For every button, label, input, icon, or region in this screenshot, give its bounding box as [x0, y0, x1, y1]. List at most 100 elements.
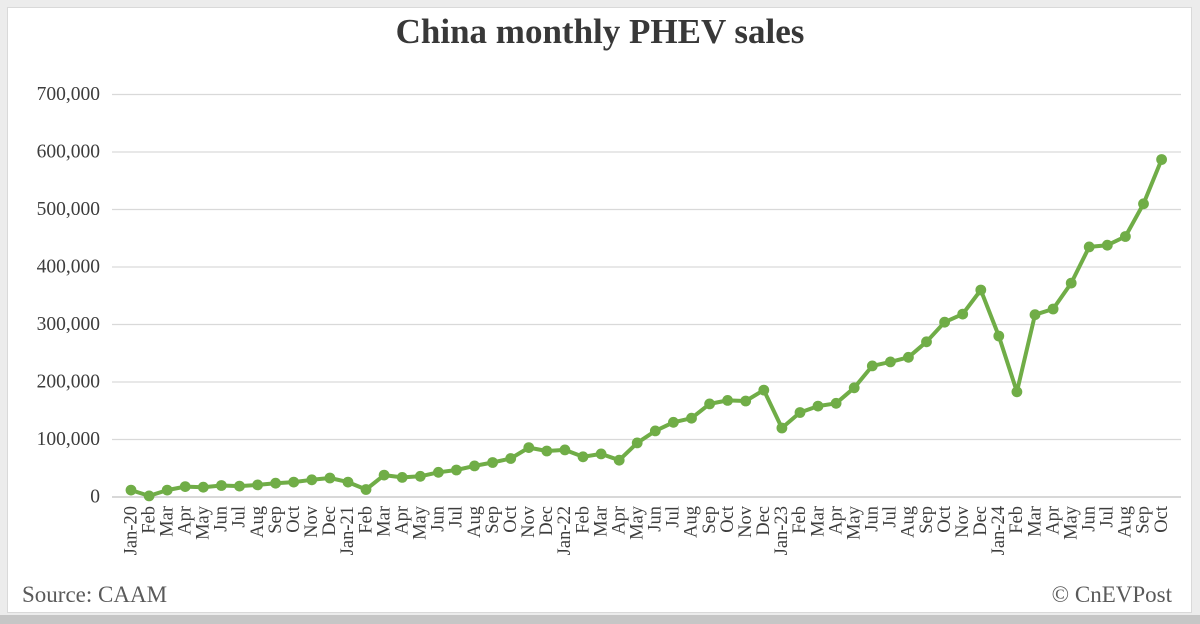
- x-tick-label: Oct: [935, 505, 955, 533]
- data-point: [704, 398, 715, 410]
- x-tick-label: Jun: [863, 506, 883, 532]
- x-tick-label: Nov: [953, 505, 973, 538]
- x-tick-label: Jul: [447, 506, 467, 528]
- data-point: [125, 484, 137, 496]
- data-point: [378, 469, 390, 481]
- x-tick-label: May: [194, 505, 214, 540]
- x-tick-label: Feb: [790, 506, 810, 534]
- x-tick-label: Dec: [320, 506, 340, 536]
- data-point: [487, 457, 498, 468]
- data-point: [396, 472, 408, 483]
- data-point: [469, 460, 480, 472]
- data-point: [975, 284, 987, 296]
- x-tick-label: Sep: [483, 506, 503, 534]
- x-tick-label: Aug: [465, 506, 485, 538]
- data-point: [252, 479, 263, 491]
- x-tick-label: Dec: [971, 506, 991, 536]
- data-point: [1101, 239, 1113, 251]
- x-tick-label: Jan-22: [555, 506, 575, 555]
- data-point: [613, 454, 625, 466]
- x-tick-label: Oct: [718, 505, 738, 533]
- y-tick-label: 400,000: [37, 256, 100, 277]
- data-point: [414, 470, 426, 482]
- data-point: [541, 445, 553, 457]
- x-tick-label: Mar: [374, 506, 394, 537]
- data-point: [722, 395, 733, 406]
- x-tick-label: Aug: [682, 506, 702, 538]
- x-tick-label: Jul: [1098, 506, 1118, 528]
- y-tick-label: 0: [90, 486, 100, 507]
- x-tick-label: Jun: [429, 506, 449, 532]
- data-point: [758, 384, 770, 396]
- y-tick-label: 600,000: [37, 141, 100, 162]
- x-tick-label: May: [411, 505, 431, 540]
- data-point: [1047, 303, 1059, 315]
- x-tick-label: Sep: [700, 506, 720, 534]
- data-point: [360, 484, 372, 495]
- x-tick-label: Jul: [230, 506, 250, 528]
- x-tick-label: Feb: [1007, 506, 1027, 534]
- data-point: [1083, 241, 1095, 253]
- x-tick-label: Jan-24: [989, 506, 1009, 555]
- x-tick-label: Jul: [664, 506, 684, 528]
- x-tick-label: Dec: [754, 506, 774, 536]
- data-point: [306, 474, 318, 486]
- data-point: [1065, 277, 1077, 289]
- x-tick-label: Sep: [917, 506, 937, 534]
- data-point: [812, 400, 824, 412]
- data-point: [885, 356, 896, 368]
- x-tick-label: Jun: [1079, 506, 1099, 532]
- chart-card: [7, 7, 1192, 613]
- data-point: [433, 466, 444, 478]
- y-tick-label: 300,000: [37, 314, 100, 335]
- data-point: [1029, 309, 1041, 321]
- data-point: [776, 422, 788, 434]
- data-point: [1011, 386, 1023, 398]
- x-tick-label: May: [844, 505, 864, 540]
- data-point: [631, 437, 643, 449]
- chart-title: China monthly PHEV sales: [395, 12, 805, 51]
- series-line: [129, 157, 1164, 498]
- x-tick-label: Mar: [1025, 506, 1045, 537]
- data-point: [505, 453, 517, 464]
- data-point: [830, 397, 842, 409]
- data-point: [451, 464, 462, 476]
- x-tick-label: Oct: [501, 505, 521, 533]
- y-tick-label: 100,000: [37, 429, 100, 450]
- x-tick-label: Sep: [1134, 506, 1154, 534]
- x-tick-label: Feb: [573, 506, 593, 534]
- x-tick-label: Apr: [175, 506, 195, 535]
- data-point: [161, 484, 173, 496]
- data-point: [794, 407, 806, 418]
- data-point: [686, 412, 697, 424]
- x-tick-label: Jan-21: [338, 506, 358, 555]
- y-tick-label: 200,000: [37, 371, 100, 392]
- x-tick-label: May: [1061, 505, 1081, 540]
- x-tick-label: Oct: [1152, 505, 1172, 533]
- x-tick-label: Jan-20: [121, 506, 141, 555]
- x-tick-label: Aug: [248, 506, 268, 538]
- x-tick-label: Jun: [646, 506, 666, 532]
- data-point: [197, 481, 209, 493]
- x-tick-label: Mar: [157, 506, 177, 537]
- data-point: [179, 481, 191, 492]
- data-point: [595, 448, 607, 460]
- data-point: [939, 316, 950, 328]
- x-tick-label: Mar: [591, 506, 611, 537]
- data-point: [866, 360, 878, 372]
- data-point: [342, 476, 354, 488]
- y-tick-label: 500,000: [37, 199, 100, 220]
- x-tick-label: Apr: [609, 506, 629, 535]
- source-label: Source: CAAM: [22, 582, 168, 607]
- x-tick-label: Jan-23: [772, 506, 792, 555]
- x-tick-label: Oct: [284, 505, 304, 533]
- data-point: [559, 444, 571, 456]
- data-point: [668, 416, 679, 428]
- data-point: [216, 480, 227, 491]
- x-tick-label: Mar: [808, 506, 828, 537]
- x-tick-label: Sep: [266, 506, 286, 534]
- data-point: [649, 425, 661, 437]
- data-point: [143, 490, 155, 502]
- data-point: [288, 476, 300, 488]
